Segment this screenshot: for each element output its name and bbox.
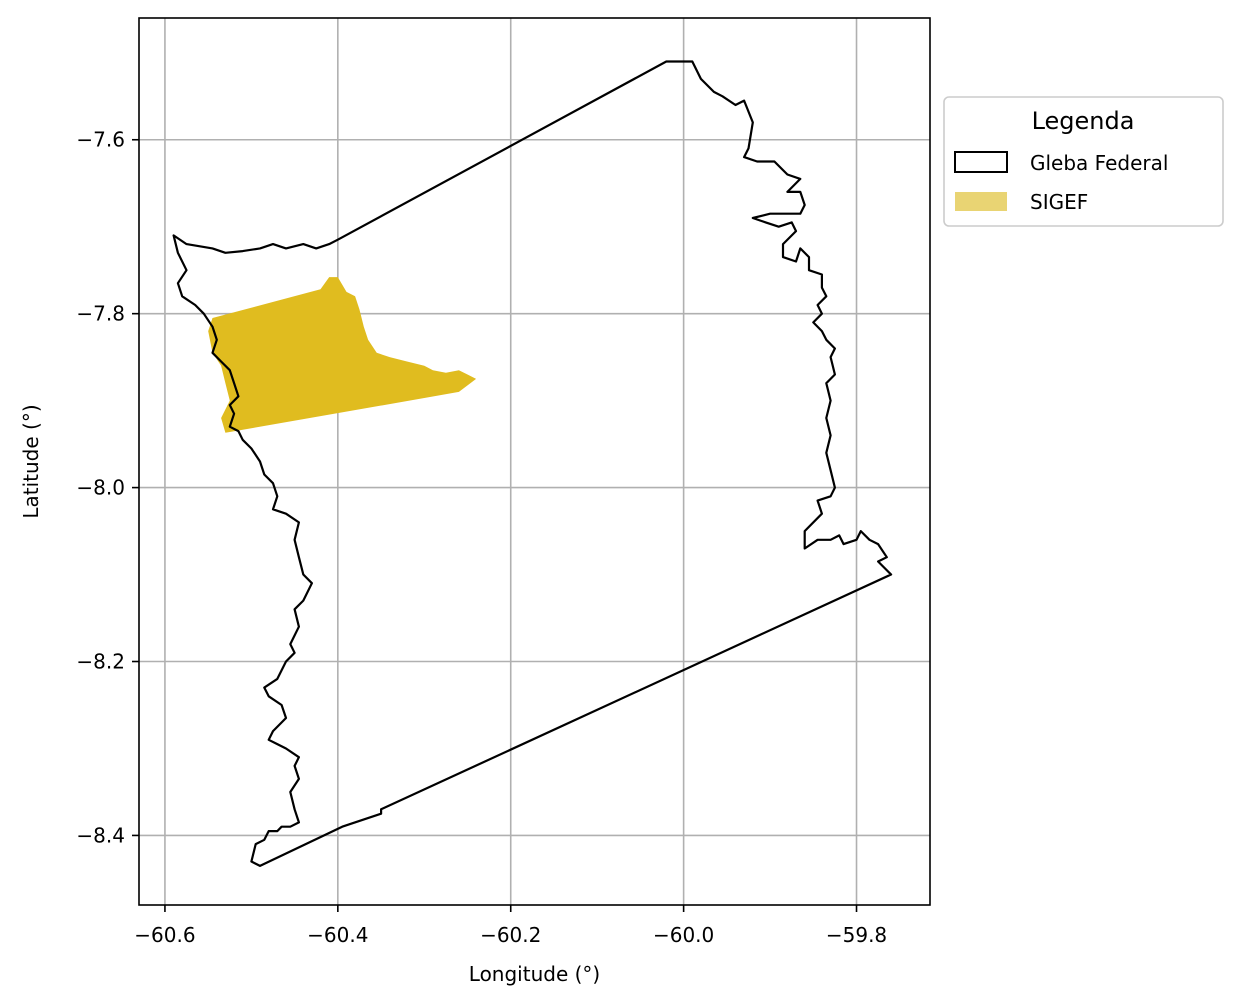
polygon-gleba-federal: [172, 60, 893, 868]
legend-label-sigef: SIGEF: [1030, 190, 1088, 214]
x-tick-label-3: −60.0: [653, 923, 714, 947]
y-tick-label-3: −8.2: [76, 650, 125, 674]
legend: Legenda Gleba Federal SIGEF: [943, 96, 1224, 227]
y-tick-label-1: −7.8: [76, 302, 125, 326]
map-layers: [172, 60, 893, 868]
polygon-sigef: [208, 277, 477, 433]
axis-ticks: −60.6 −60.4 −60.2 −60.0 −59.8 −7.6 −7.8 −8.0 −8.…: [76, 128, 887, 947]
legend-box: [943, 96, 1224, 227]
y-tick-label-4: −8.4: [76, 823, 125, 847]
x-tick-label-2: −60.2: [480, 923, 541, 947]
x-tick-label-4: −59.8: [826, 923, 887, 947]
y-axis-label: Latitude (°): [19, 404, 43, 518]
x-axis-label: Longitude (°): [469, 962, 600, 986]
plot-frame: [138, 17, 931, 906]
x-tick-label-0: −60.6: [134, 923, 195, 947]
legend-swatch-gleba-federal: [954, 151, 1008, 173]
legend-swatch-sigef: [955, 192, 1007, 211]
legend-label-gleba-federal: Gleba Federal: [1030, 151, 1168, 175]
x-tick-label-1: −60.4: [307, 923, 368, 947]
y-tick-label-0: −7.6: [76, 128, 125, 152]
grid-lines: [139, 18, 930, 905]
y-tick-label-2: −8.0: [76, 476, 125, 500]
legend-title: Legenda: [1032, 107, 1135, 135]
